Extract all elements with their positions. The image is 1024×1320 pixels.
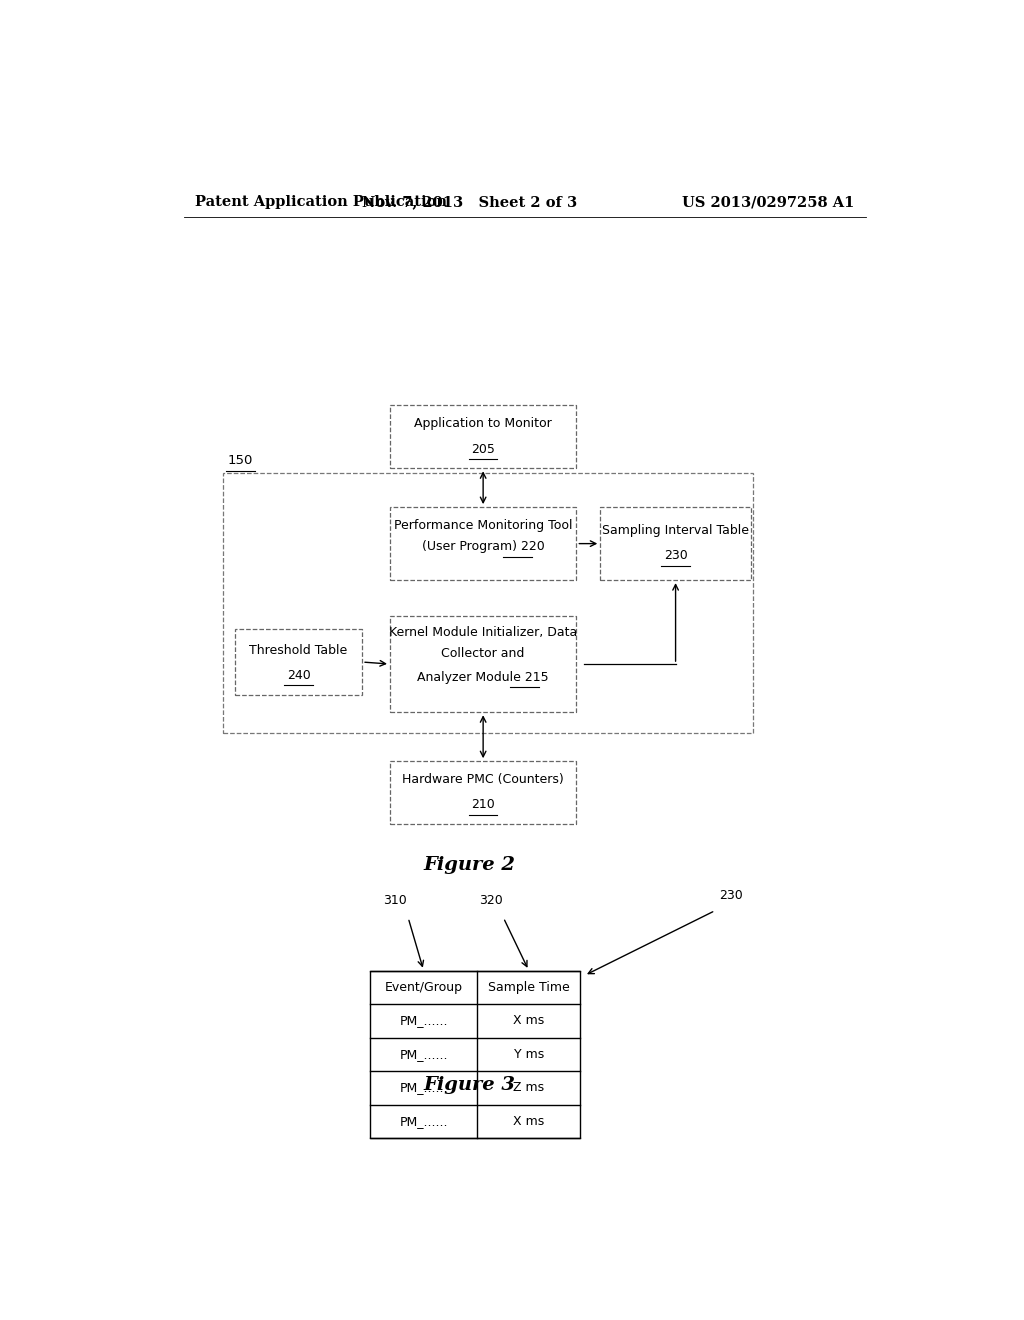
Text: 205: 205 bbox=[471, 442, 495, 455]
Text: PM_......: PM_...... bbox=[399, 1014, 447, 1027]
Text: Patent Application Publication: Patent Application Publication bbox=[196, 195, 447, 209]
Text: Performance Monitoring Tool: Performance Monitoring Tool bbox=[394, 519, 572, 532]
Bar bbox=[390, 615, 577, 713]
Text: 230: 230 bbox=[664, 549, 687, 562]
Text: PM_......: PM_...... bbox=[399, 1048, 447, 1061]
Text: 150: 150 bbox=[227, 454, 253, 467]
Text: Sampling Interval Table: Sampling Interval Table bbox=[602, 524, 750, 537]
Text: 230: 230 bbox=[719, 888, 743, 902]
Bar bbox=[390, 507, 577, 581]
Text: X ms: X ms bbox=[513, 1014, 545, 1027]
Text: 310: 310 bbox=[384, 894, 408, 907]
Bar bbox=[236, 630, 362, 696]
Text: X ms: X ms bbox=[513, 1115, 545, 1127]
Text: Collector and: Collector and bbox=[441, 647, 525, 660]
Bar bbox=[390, 405, 577, 469]
Bar bbox=[600, 507, 751, 581]
Text: Figure 2: Figure 2 bbox=[423, 855, 515, 874]
Text: Sample Time: Sample Time bbox=[487, 981, 569, 994]
Text: Z ms: Z ms bbox=[513, 1081, 545, 1094]
Text: Hardware PMC (Counters): Hardware PMC (Counters) bbox=[402, 774, 564, 785]
Text: Application to Monitor: Application to Monitor bbox=[415, 417, 552, 430]
Text: Y ms: Y ms bbox=[514, 1048, 544, 1061]
Text: 240: 240 bbox=[287, 669, 310, 681]
Text: PM_......: PM_...... bbox=[399, 1081, 447, 1094]
Text: Analyzer Module 215: Analyzer Module 215 bbox=[418, 671, 549, 684]
Text: Figure 3: Figure 3 bbox=[423, 1076, 515, 1094]
Bar bbox=[390, 762, 577, 824]
Text: Kernel Module Initializer, Data: Kernel Module Initializer, Data bbox=[389, 626, 578, 639]
Text: US 2013/0297258 A1: US 2013/0297258 A1 bbox=[682, 195, 854, 209]
Text: (User Program) 220: (User Program) 220 bbox=[422, 540, 545, 553]
Text: Event/Group: Event/Group bbox=[385, 981, 463, 994]
Text: 320: 320 bbox=[479, 894, 503, 907]
Bar bbox=[223, 474, 754, 733]
Text: Nov. 7, 2013   Sheet 2 of 3: Nov. 7, 2013 Sheet 2 of 3 bbox=[361, 195, 577, 209]
Bar bbox=[370, 970, 581, 1138]
Text: 210: 210 bbox=[471, 799, 495, 812]
Text: PM_......: PM_...... bbox=[399, 1115, 447, 1127]
Text: Threshold Table: Threshold Table bbox=[250, 644, 348, 657]
